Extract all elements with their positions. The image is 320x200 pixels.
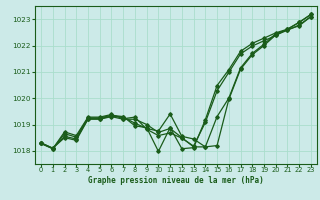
X-axis label: Graphe pression niveau de la mer (hPa): Graphe pression niveau de la mer (hPa) xyxy=(88,176,264,185)
